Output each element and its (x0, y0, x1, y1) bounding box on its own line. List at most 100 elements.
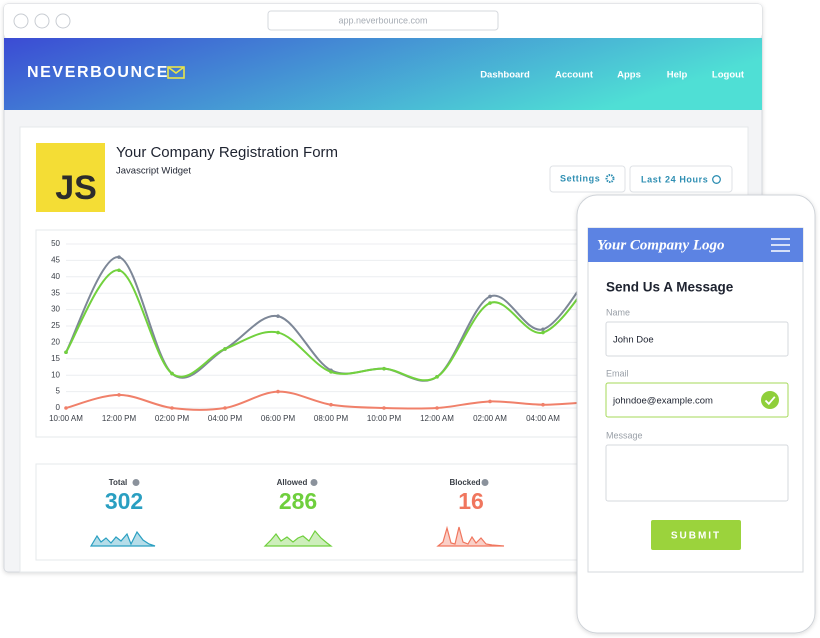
settings-label: Settings (560, 173, 600, 183)
data-point (276, 314, 280, 318)
y-tick-label: 35 (51, 288, 60, 297)
sparkline (89, 530, 156, 547)
x-tick-label: 12:00 PM (102, 414, 137, 423)
help-icon[interactable] (481, 479, 489, 486)
x-tick-label: 10:00 PM (367, 414, 402, 423)
input-value: johndoe@example.com (612, 396, 713, 407)
field-label: Email (606, 368, 629, 378)
range-label: Last 24 Hours (641, 174, 708, 184)
chart: 0 5 10 15 20 25 30 35 40 45 50 10:00 AM 12:00 PM 02:0… (49, 239, 600, 423)
data-point (64, 406, 68, 410)
nav-link[interactable]: Dashboard (480, 70, 530, 81)
phone: Your Company Logo Send Us A Message Name… (576, 194, 816, 634)
data-point (223, 406, 227, 410)
data-point (276, 389, 280, 394)
stat-label: Total (109, 478, 128, 487)
y-tick-label: 15 (51, 354, 60, 363)
url: app.neverbounce.com (338, 15, 427, 25)
range-button[interactable] (629, 165, 733, 193)
data-point (117, 393, 121, 397)
data-point (117, 268, 121, 273)
phone-header (588, 228, 803, 262)
x-tick-label: 10:00 AM (49, 414, 83, 423)
data-point (329, 402, 333, 407)
company-logo: Your Company Logo (597, 237, 725, 253)
message-input[interactable] (605, 444, 789, 502)
y-tick-label: 20 (51, 338, 60, 347)
js-icon (36, 143, 105, 212)
data-point (117, 255, 121, 259)
x-tick-label: 06:00 PM (261, 414, 296, 423)
nav-link[interactable]: Account (555, 70, 594, 81)
data-point (488, 301, 492, 305)
help-icon[interactable] (132, 479, 140, 486)
nav-link[interactable]: Apps (617, 70, 641, 81)
window-button[interactable] (55, 13, 71, 29)
help-icon[interactable] (310, 479, 318, 486)
logo-envelope (167, 66, 185, 79)
data-point (541, 330, 545, 335)
form-heading: Send Us A Message (606, 280, 734, 295)
data-point (382, 406, 386, 410)
check-mark (764, 396, 776, 406)
logo: NEVERBOUNCE (27, 64, 169, 81)
data-point (435, 375, 439, 379)
y-tick-label: 25 (51, 321, 60, 330)
y-tick-label: 5 (56, 387, 61, 396)
email-input[interactable] (605, 382, 789, 418)
stat-label: Allowed (277, 478, 308, 487)
widget-subtitle: Javascript Widget (116, 166, 191, 177)
widget-title: Your Company Registration Form (116, 144, 338, 161)
y-tick-label: 10 (51, 370, 60, 379)
url-bar[interactable] (267, 10, 499, 31)
input-value: John Doe (613, 335, 654, 346)
data-point (329, 370, 333, 374)
y-tick-label: 0 (56, 403, 61, 412)
js-icon-label: JS (55, 169, 97, 207)
window-button[interactable] (34, 13, 50, 29)
valid-icon (761, 391, 779, 409)
x-tick-label: 02:00 AM (473, 414, 507, 423)
nav-link[interactable]: Help (667, 70, 688, 81)
y-tick-label: 50 (51, 239, 60, 248)
x-tick-label: 04:00 AM (526, 414, 560, 423)
data-point (170, 406, 174, 410)
stat-value: 16 (458, 488, 484, 514)
stat-value: 286 (279, 488, 317, 514)
y-tick-label: 45 (51, 256, 60, 265)
y-tick-label: 30 (51, 305, 60, 314)
x-tick-label: 12:00 AM (420, 414, 454, 423)
x-tick-label: 02:00 PM (155, 414, 190, 423)
data-point (223, 347, 227, 351)
data-point (170, 371, 174, 376)
data-point (435, 406, 439, 410)
name-input[interactable] (605, 321, 789, 357)
data-point (64, 350, 68, 355)
stat-value: 302 (105, 488, 143, 514)
field-label: Message (606, 430, 643, 440)
header-bar (4, 38, 762, 110)
gear-icon (605, 174, 615, 183)
data-point (276, 330, 280, 335)
submit-button[interactable] (651, 520, 741, 550)
chart-box (35, 229, 607, 438)
clock-icon (712, 175, 721, 184)
x-tick-label: 04:00 PM (208, 414, 243, 423)
window-button[interactable] (13, 13, 29, 29)
data-point (488, 399, 492, 404)
x-tick-label: 08:00 PM (314, 414, 349, 423)
series-line (65, 269, 597, 382)
settings-button[interactable] (549, 165, 626, 193)
field-label: Name (606, 307, 630, 317)
stat-label: Blocked (449, 478, 480, 487)
sparkline (263, 529, 333, 547)
data-point (488, 294, 492, 299)
data-point (541, 402, 545, 407)
series-line (65, 256, 597, 382)
menu-icon[interactable] (771, 238, 790, 252)
app-header: NEVERBOUNCE (4, 38, 762, 110)
data-point (541, 327, 545, 332)
nav-link[interactable]: Logout (712, 70, 745, 81)
